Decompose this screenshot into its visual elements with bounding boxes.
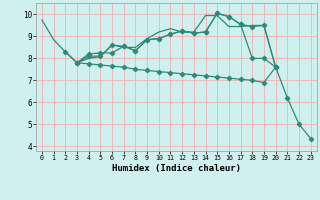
X-axis label: Humidex (Indice chaleur): Humidex (Indice chaleur) [112,164,241,173]
